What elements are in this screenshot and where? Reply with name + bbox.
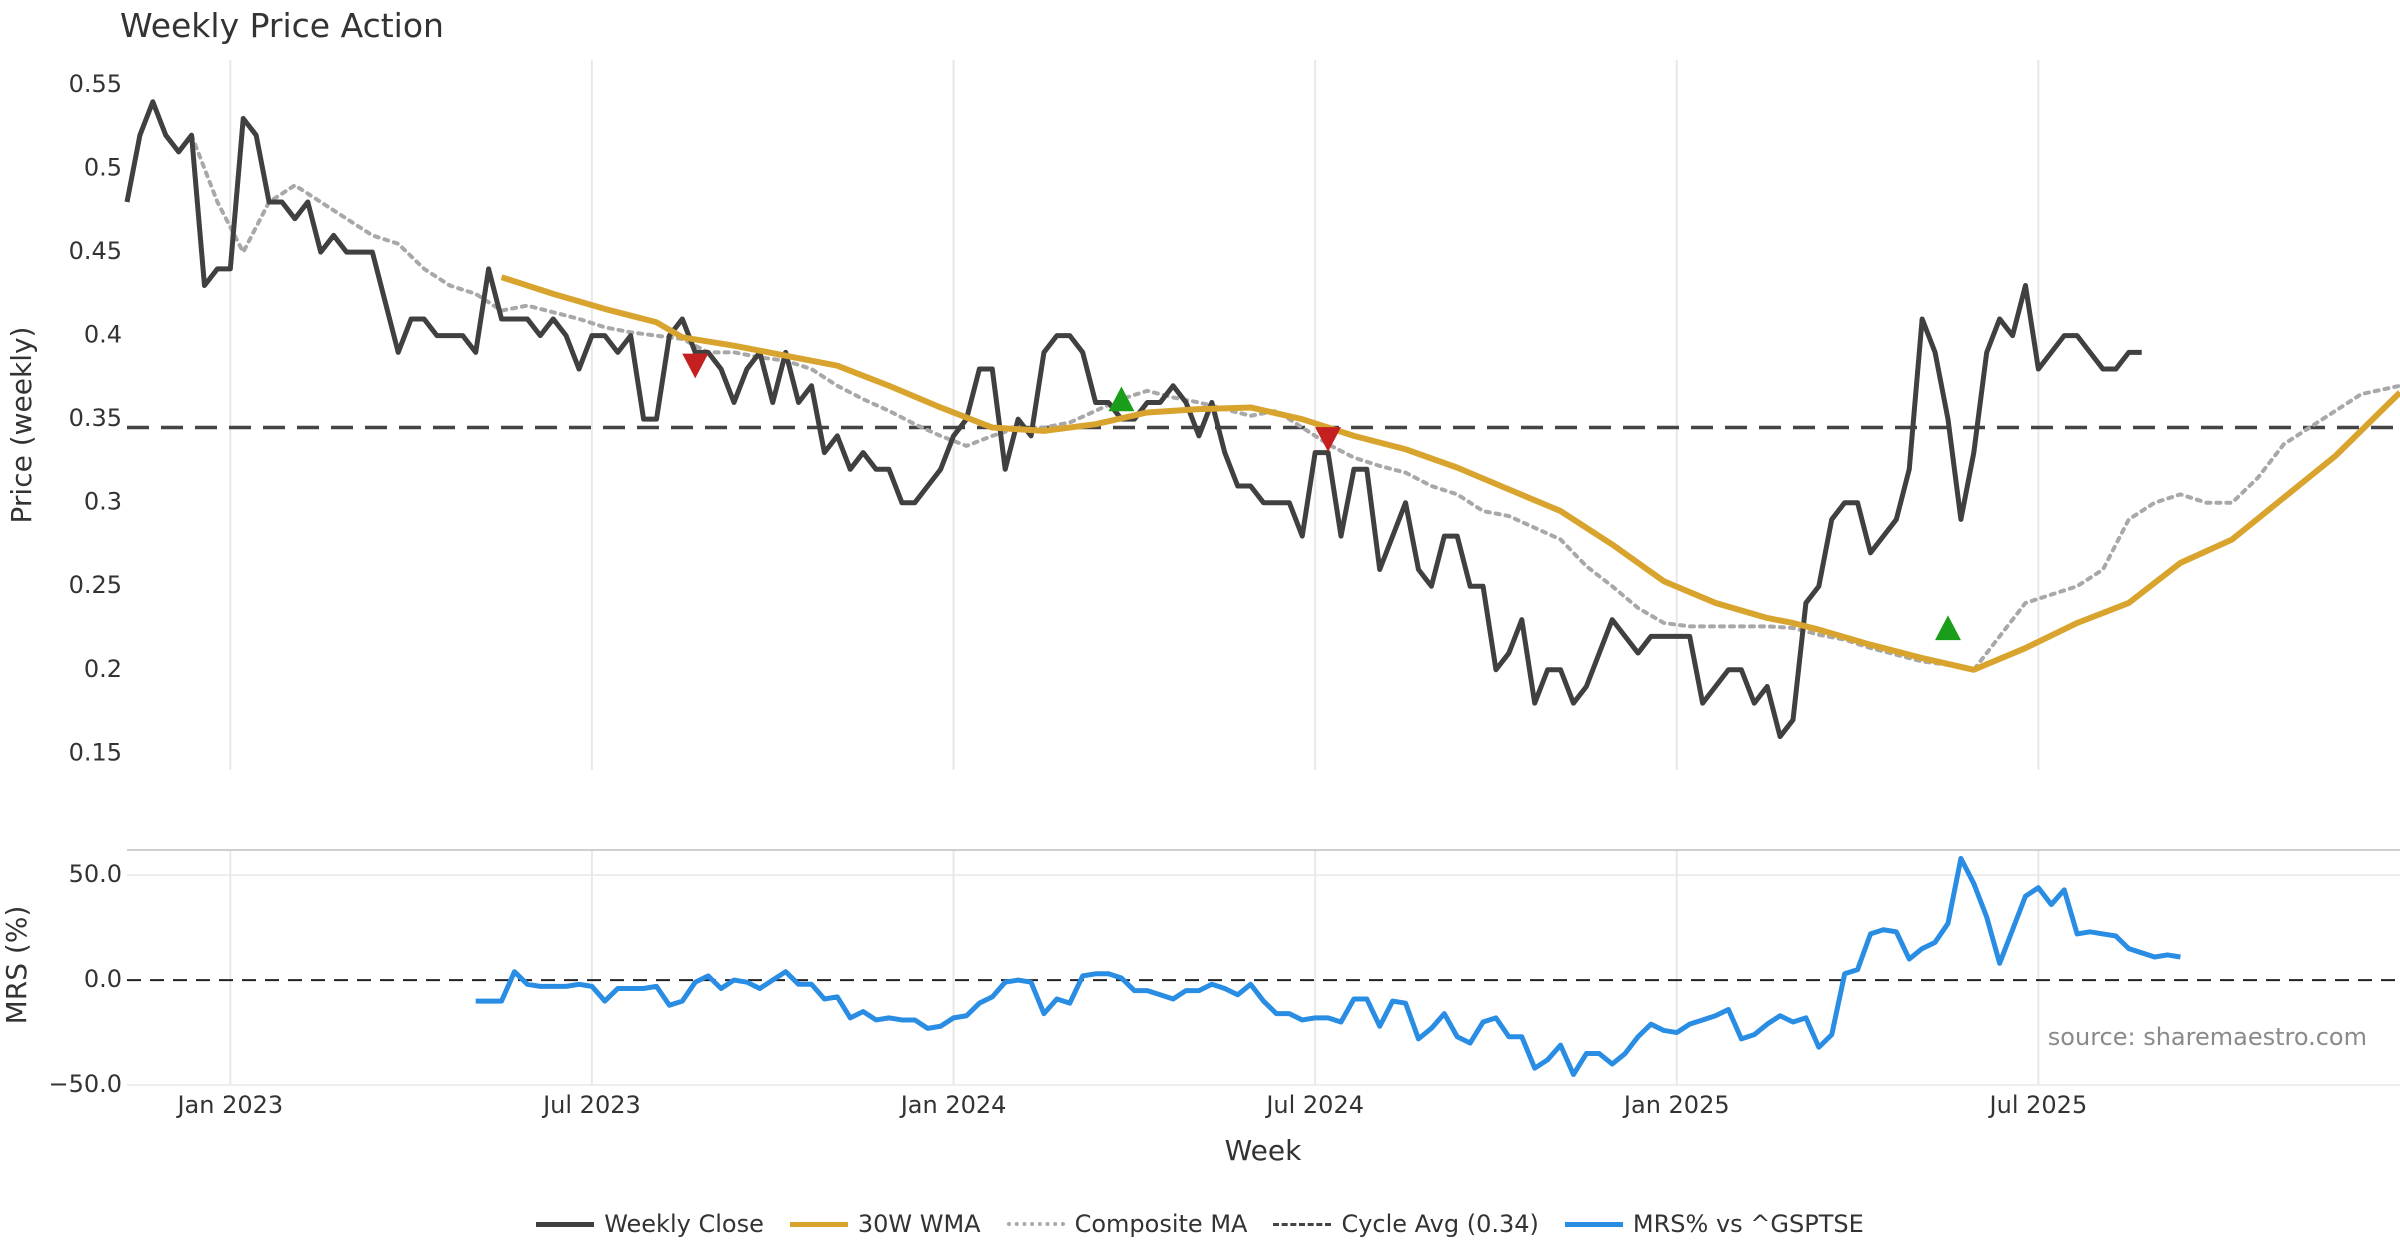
legend-item-30w-wma: 30W WMA: [789, 1210, 981, 1238]
price-y-tick-label: 0.5: [84, 154, 122, 182]
price-y-tick-label: 0.55: [69, 70, 122, 98]
x-tick-label: Jan 2023: [175, 1091, 283, 1119]
legend-label-cycle-avg: Cycle Avg (0.34): [1341, 1210, 1539, 1238]
x-tick-label: Jul 2024: [1264, 1091, 1364, 1119]
price-y-tick-label: 0.15: [69, 738, 122, 766]
legend-swatch-composite-ma: [1006, 1222, 1065, 1226]
sell-signal-marker: [1315, 427, 1342, 452]
chart-title: Weekly Price Action: [120, 6, 444, 45]
legend-swatch-weekly-close: [536, 1221, 595, 1227]
weekly-price-chart: 0.15 0.2 0.25 0.3 0.35 0.4 0.45 0.5 0.55 −50.0 0.…: [0, 60, 2400, 1167]
mrs-y-label: MRS (%): [0, 906, 33, 1025]
mrs-y-tick-label: −50.0: [48, 1070, 122, 1098]
legend-label-weekly-close: Weekly Close: [604, 1210, 764, 1238]
legend-swatch-mrs: [1564, 1221, 1623, 1227]
x-tick-label: Jul 2025: [1988, 1091, 2088, 1119]
legend-label-30w-wma: 30W WMA: [857, 1210, 981, 1238]
price-y-ticks: 0.15 0.2 0.25 0.3 0.35 0.4 0.45 0.5 0.55: [69, 70, 122, 766]
mrs-y-ticks: −50.0 0.0 50.0: [48, 860, 122, 1098]
price-y-tick-label: 0.4: [84, 321, 122, 349]
legend-item-weekly-close: Weekly Close: [536, 1210, 764, 1238]
weekly-close-line: [124, 99, 2142, 740]
price-y-tick-label: 0.45: [69, 237, 122, 265]
price-y-tick-label: 0.25: [69, 571, 122, 599]
source-annotation: source: sharemaestro.com: [2048, 1023, 2367, 1051]
wma-30w-line: [500, 274, 2400, 673]
mrs-y-tick-label: 50.0: [69, 860, 122, 888]
mrs-line: [475, 855, 2181, 1078]
price-y-tick-label: 0.3: [84, 488, 122, 516]
x-tick-label: Jan 2024: [899, 1091, 1007, 1119]
legend-swatch-30w-wma: [789, 1221, 848, 1227]
buy-signal-marker: [1108, 386, 1135, 412]
legend-item-mrs: MRS% vs ^GSPTSE: [1564, 1210, 1864, 1238]
legend-swatch-cycle-avg: [1273, 1222, 1332, 1226]
legend: Weekly Close 30W WMA Composite MA Cycle …: [0, 1210, 2400, 1238]
signal-markers: [682, 353, 1961, 641]
mrs-grid: [127, 850, 2400, 1086]
price-y-tick-label: 0.35: [69, 404, 122, 432]
price-y-tick-label: 0.2: [84, 655, 122, 683]
x-tick-label: Jan 2025: [1622, 1091, 1730, 1119]
legend-item-composite-ma: Composite MA: [1006, 1210, 1248, 1238]
legend-label-mrs: MRS% vs ^GSPTSE: [1632, 1210, 1864, 1238]
price-y-label: Price (weekly): [5, 327, 38, 524]
mrs-y-tick-label: 0.0: [84, 965, 122, 993]
x-axis-label: Week: [1225, 1134, 1302, 1167]
x-tick-label: Jul 2023: [541, 1091, 641, 1119]
legend-label-composite-ma: Composite MA: [1074, 1210, 1248, 1238]
legend-item-cycle-avg: Cycle Avg (0.34): [1273, 1210, 1539, 1238]
sell-signal-marker: [682, 353, 709, 379]
composite-ma-line: [189, 133, 2400, 672]
buy-signal-marker: [1934, 615, 1961, 641]
x-ticks: Jan 2023 Jul 2023 Jan 2024 Jul 2024 Jan 2025…: [175, 1091, 2087, 1119]
